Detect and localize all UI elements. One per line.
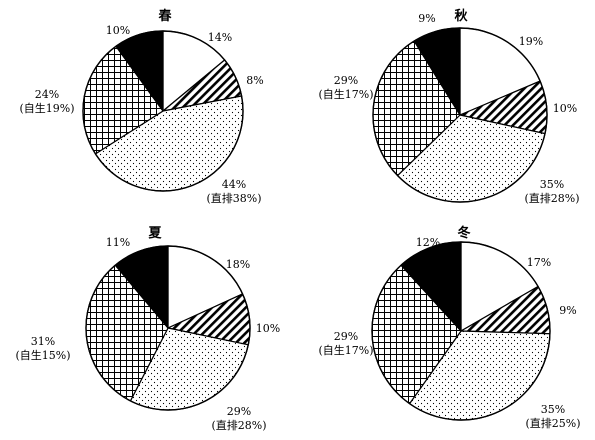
slice-label: 11% — [106, 236, 130, 249]
slice-label: 29% — [334, 330, 358, 343]
slice-label: 9% — [418, 12, 435, 25]
slice-label: 14% — [208, 31, 232, 44]
pie-outline — [85, 245, 251, 411]
pie-outline — [372, 27, 548, 203]
pie-chart: 夏 18% 10% 29%(直排28%) 31%(自生15%) 11% — [15, 226, 280, 432]
pie-outline — [371, 241, 551, 421]
slice-label: 29% — [227, 405, 251, 418]
slice-label: 19% — [519, 35, 543, 48]
pie-title: 秋 — [454, 8, 468, 24]
slice-label: 9% — [559, 304, 576, 317]
pie-chart: 冬 17% 9% 35%(直排25%) 29%(自生17%) 12% — [318, 225, 580, 430]
pie-chart: 秋 19% 10% 35%(直排28%) 29%(自生17%) 9% — [318, 8, 579, 205]
slice-label: 8% — [246, 74, 263, 87]
slice-label: 24% — [35, 88, 59, 101]
pie-chart: 春 14% 8% 44%(直排38%) 24%(自生19%) 10% — [19, 8, 263, 205]
slice-sublabel: (直排28%) — [211, 418, 266, 432]
slice-sublabel: (自生17%) — [318, 87, 373, 101]
slice-sublabel: (直排25%) — [525, 416, 580, 430]
slice-sublabel: (自生15%) — [15, 348, 70, 362]
slice-sublabel: (直排38%) — [206, 191, 261, 205]
slice-label: 35% — [541, 403, 565, 416]
slice-label: 10% — [553, 102, 577, 115]
pie-outline — [82, 30, 244, 192]
slice-label: 12% — [416, 236, 440, 249]
slice-label: 35% — [540, 178, 564, 191]
slice-label: 10% — [256, 322, 280, 335]
slice-sublabel: (直排28%) — [524, 191, 579, 205]
pie-title: 夏 — [147, 226, 162, 241]
slice-label: 44% — [222, 178, 246, 191]
slice-sublabel: (自生17%) — [318, 343, 373, 357]
slice-label: 18% — [226, 258, 250, 271]
slice-label: 17% — [527, 256, 551, 269]
slice-sublabel: (自生19%) — [19, 101, 74, 115]
slice-label: 31% — [31, 335, 55, 348]
slice-label: 10% — [106, 24, 130, 37]
slice-label: 29% — [334, 74, 358, 87]
pie-title: 冬 — [457, 225, 470, 241]
pie-title: 春 — [157, 8, 172, 24]
